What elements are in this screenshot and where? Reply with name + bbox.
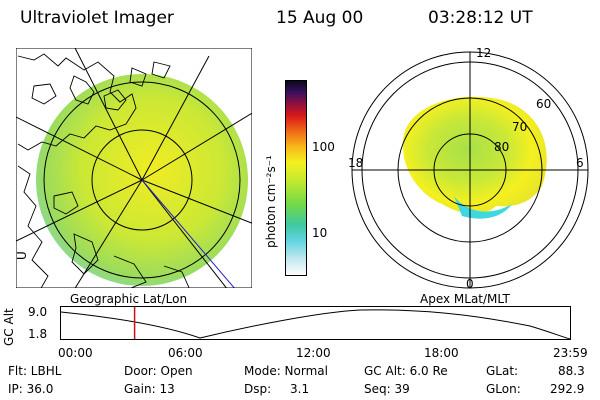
mlt-label-12: 12 bbox=[476, 46, 492, 60]
dsp-value: 3.1 bbox=[290, 382, 310, 396]
colorbar-tick-100: 100 bbox=[312, 140, 335, 154]
door-info: Door: Open bbox=[124, 364, 193, 378]
mlt-label-6: 6 bbox=[576, 156, 584, 170]
colorbar-unit-label: photon cm⁻²s⁻¹ bbox=[264, 155, 278, 248]
gc-alt-info: GC Alt: 6.0 Re bbox=[364, 364, 448, 378]
mlt-label-0: 0 bbox=[466, 277, 474, 291]
dsp-info: Dsp: bbox=[244, 382, 272, 396]
glat-value: 88.3 bbox=[558, 364, 585, 378]
altitude-strip-plot bbox=[60, 306, 571, 340]
observation-date: 15 Aug 00 bbox=[276, 8, 364, 28]
magnetic-polar-plot bbox=[351, 51, 589, 289]
observation-time: 03:28:12 UT bbox=[428, 8, 533, 28]
time-tick-0000: 00:00 bbox=[58, 346, 93, 360]
geographic-image: U bbox=[15, 48, 252, 288]
time-tick-0600: 06:00 bbox=[168, 346, 203, 360]
colorbar-tick-10: 10 bbox=[312, 226, 328, 240]
time-tick-1800: 18:00 bbox=[424, 346, 459, 360]
altitude-tick-low: 1.8 bbox=[28, 327, 48, 341]
geo-caption: Geographic Lat/Lon bbox=[70, 292, 188, 306]
time-tick-2359: 23:59 bbox=[553, 346, 588, 360]
cyan-patch bbox=[454, 196, 512, 219]
mlat-label-60: 60 bbox=[536, 97, 552, 111]
geo-corner-label: U bbox=[15, 251, 29, 260]
mlat-label-70: 70 bbox=[512, 120, 528, 134]
auroral-oval bbox=[402, 96, 547, 215]
mlt-label-18: 18 bbox=[348, 156, 364, 170]
glon-value: 292.9 bbox=[550, 382, 585, 396]
glon-label: GLon: bbox=[486, 382, 521, 396]
ip-info: IP: 36.0 bbox=[8, 382, 54, 396]
time-tick-1200: 12:00 bbox=[296, 346, 331, 360]
altitude-tick-high: 9.0 bbox=[28, 305, 48, 319]
gain-info: Gain: 13 bbox=[124, 382, 175, 396]
colorbar bbox=[285, 80, 307, 276]
glat-label: GLat: bbox=[486, 364, 519, 378]
mode-info: Mode: Normal bbox=[244, 364, 328, 378]
mag-caption: Apex MLat/MLT bbox=[420, 292, 510, 306]
filter-info: Flt: LBHL bbox=[8, 364, 62, 378]
altitude-axis-label: GC Alt bbox=[2, 308, 16, 346]
mlat-label-80: 80 bbox=[494, 140, 510, 154]
seq-info: Seq: 39 bbox=[364, 382, 410, 396]
altitude-curve bbox=[60, 309, 571, 340]
instrument-title: Ultraviolet Imager bbox=[20, 8, 174, 28]
